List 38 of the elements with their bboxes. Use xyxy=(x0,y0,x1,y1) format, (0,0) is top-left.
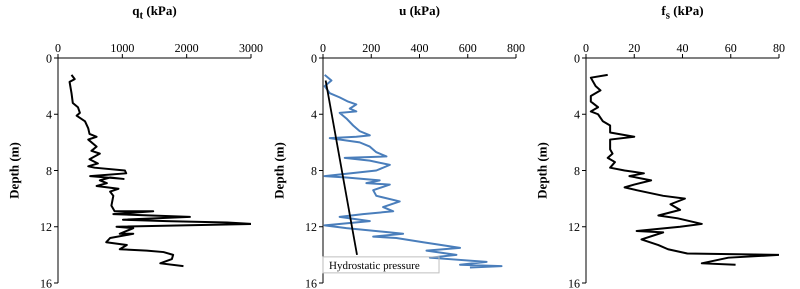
x-axis-title: q$_{t}$ (kPa) xyxy=(131,3,178,22)
x-tick-label: 200 xyxy=(362,41,380,55)
x-tick-label: 20 xyxy=(628,41,640,55)
y-tick-label: 4 xyxy=(311,108,317,122)
x-tick-label: 3000 xyxy=(239,41,263,55)
x-tick-label: 0 xyxy=(583,41,589,55)
x-axis-title: u (kPa) xyxy=(398,3,441,19)
y-tick-label: 12 xyxy=(568,220,580,234)
line-series xyxy=(590,74,779,266)
y-tick-label: 12 xyxy=(40,220,52,234)
y-tick-label: 0 xyxy=(574,51,580,66)
line-series xyxy=(68,74,251,268)
y-tick-label: 8 xyxy=(574,164,580,178)
y-tick-label: 12 xyxy=(305,220,317,234)
x-tick-label: 1000 xyxy=(110,41,134,55)
y-tick-label: 4 xyxy=(46,108,52,122)
y-axis-title: Depth (m) xyxy=(6,142,22,199)
y-axis-title: Depth (m) xyxy=(534,142,550,199)
y-tick-label: 16 xyxy=(568,276,580,289)
x-axis-title: f$_{s}$ (kPa) xyxy=(660,3,705,22)
x-tick-label: 0 xyxy=(55,41,61,55)
y-tick-label: 16 xyxy=(305,276,317,289)
x-tick-label: 0 xyxy=(320,41,326,55)
x-tick-label: 60 xyxy=(724,41,737,55)
y-tick-label: 0 xyxy=(311,51,317,66)
x-tick-label: 80 xyxy=(773,41,785,55)
x-tick-label: 40 xyxy=(676,41,688,55)
series-label: Hydrostatic pressure xyxy=(329,260,420,272)
y-tick-label: 16 xyxy=(40,276,52,289)
y-tick-label: 8 xyxy=(311,164,317,178)
y-axis-title: Depth (m) xyxy=(272,142,287,199)
x-tick-label: 600 xyxy=(458,41,477,55)
y-tick-label: 0 xyxy=(46,51,52,66)
x-tick-label: 800 xyxy=(507,41,525,55)
x-tick-label: 400 xyxy=(410,41,428,55)
y-tick-label: 8 xyxy=(46,164,52,178)
x-tick-label: 2000 xyxy=(174,41,199,55)
y-tick-label: 4 xyxy=(574,108,580,122)
